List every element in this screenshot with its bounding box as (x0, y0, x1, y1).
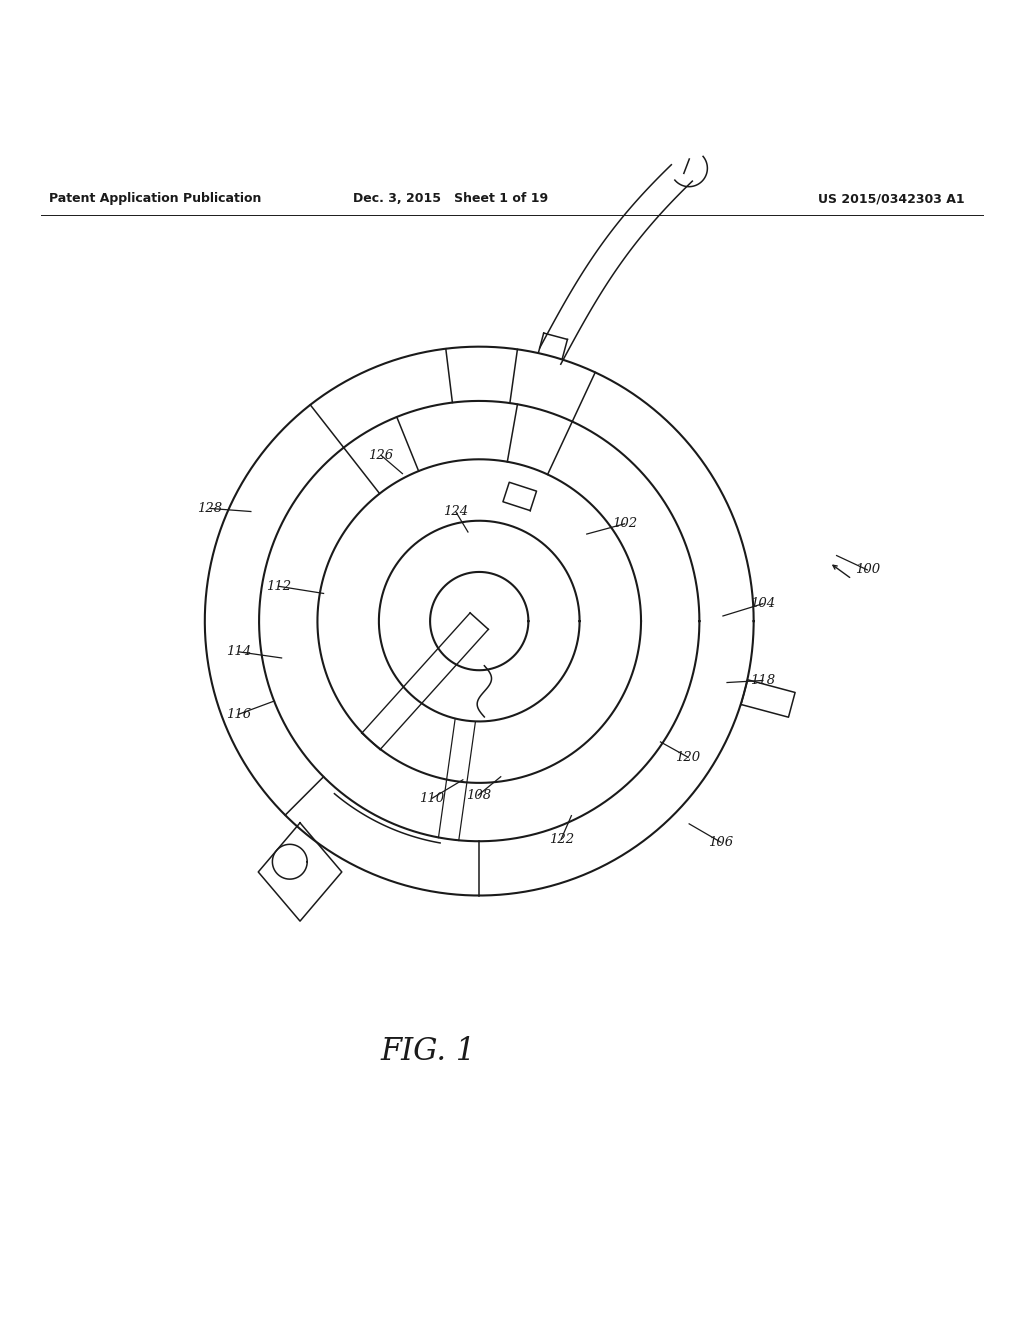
Text: 112: 112 (266, 579, 291, 593)
Text: 116: 116 (226, 708, 251, 721)
Text: 118: 118 (751, 675, 775, 686)
Text: 102: 102 (612, 517, 637, 531)
Text: Dec. 3, 2015   Sheet 1 of 19: Dec. 3, 2015 Sheet 1 of 19 (353, 193, 548, 205)
Text: 106: 106 (709, 836, 733, 849)
Text: 100: 100 (855, 564, 880, 577)
Text: 110: 110 (420, 792, 444, 805)
Text: 122: 122 (549, 833, 573, 846)
Text: 126: 126 (369, 449, 393, 462)
Text: FIG. 1: FIG. 1 (380, 1036, 476, 1067)
Text: 114: 114 (226, 645, 251, 659)
Text: 104: 104 (751, 597, 775, 610)
Text: 108: 108 (466, 788, 490, 801)
Text: 120: 120 (676, 751, 700, 764)
Text: 128: 128 (198, 502, 222, 515)
Text: 124: 124 (443, 506, 468, 517)
Text: US 2015/0342303 A1: US 2015/0342303 A1 (817, 193, 965, 205)
Text: Patent Application Publication: Patent Application Publication (49, 193, 261, 205)
